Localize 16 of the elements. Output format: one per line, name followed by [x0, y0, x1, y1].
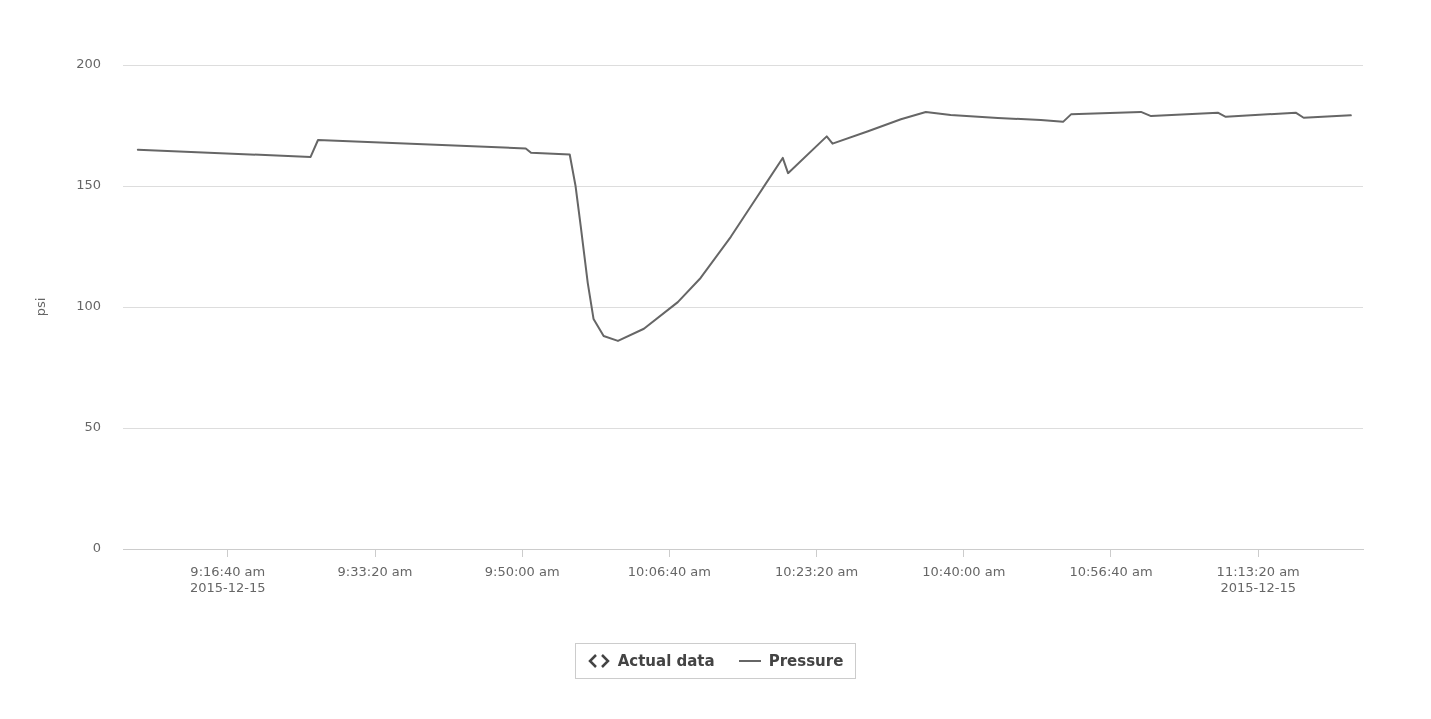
- x-tick-label: 10:56:40 am: [1069, 564, 1153, 580]
- y-tick-label: 0: [92, 540, 101, 556]
- y-tick-label: 200: [76, 56, 101, 72]
- x-tick-label: 10:23:20 am: [775, 564, 859, 580]
- x-tick-label: 11:13:20 am 2015-12-15: [1216, 564, 1300, 595]
- y-axis-title: psi: [33, 297, 49, 317]
- text: Actual data: [617, 652, 715, 670]
- x-tick-label: 9:33:20 am: [337, 564, 413, 580]
- x-tick-label: 10:06:40 am: [627, 564, 711, 580]
- x-tick-label: 9:50:00 am: [484, 564, 560, 580]
- x-tick-label: 9:16:40 am 2015-12-15: [190, 564, 266, 595]
- x-tick-label: 10:40:00 am: [922, 564, 1006, 580]
- y-tick-label: 150: [76, 177, 101, 193]
- legend-label: Pressure: [768, 652, 844, 670]
- y-tick-label: 50: [84, 419, 101, 435]
- y-tick-label: 100: [76, 298, 101, 314]
